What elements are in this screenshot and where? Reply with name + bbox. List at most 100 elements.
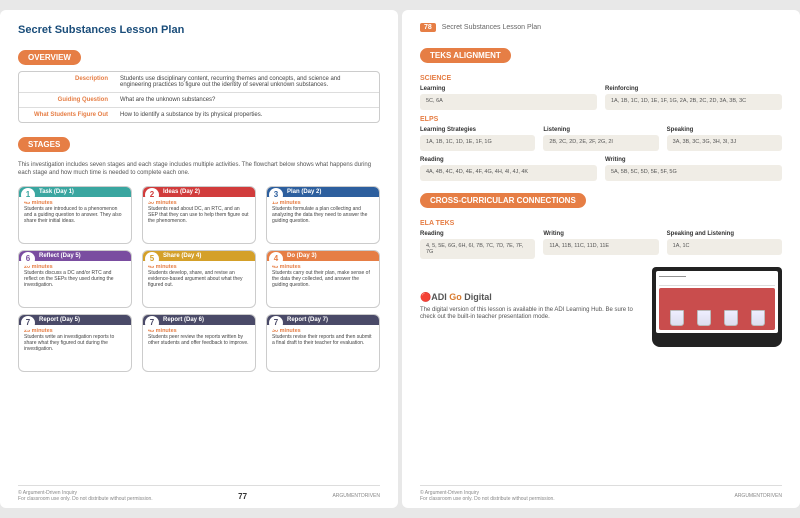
- page-number-left: 77: [238, 492, 247, 501]
- ela-label: ELA TEKS: [420, 220, 782, 227]
- teks-box: 5A, 5B, 5C, 5D, 5E, 5F, 5G: [605, 165, 782, 181]
- footer-right: © Argument-Driven Inquiry For classroom …: [420, 485, 782, 502]
- digital-section: 🔴ADI Go Digital The digital version of t…: [420, 267, 782, 347]
- stage-time: 45 minutes: [148, 328, 250, 335]
- stage-card: 3Plan (Day 2)15 minutesStudents formulat…: [266, 186, 380, 244]
- usage-note: For classroom use only. Do not distribut…: [420, 496, 555, 502]
- stage-body: 15 minutesStudents formulate a plan coll…: [267, 197, 379, 228]
- overview-row: What Students Figure OutHow to identify …: [19, 108, 379, 122]
- teks-banner: TEKS ALIGNMENT: [420, 48, 511, 63]
- brand-logo: ARGUMENTDRIVEN: [734, 493, 782, 499]
- stage-card: 6Reflect (Day 5)20 minutesStudents discu…: [18, 250, 132, 308]
- overview-row: Guiding QuestionWhat are the unknown sub…: [19, 93, 379, 108]
- teks-label: Learning: [420, 86, 597, 92]
- teks-box: 1A, 1B, 1C, 1D, 1E, 1F, 1G, 2A, 2B, 2C, …: [605, 94, 782, 110]
- teks-label: Speaking: [667, 127, 782, 133]
- teks-label: Learning Strategies: [420, 127, 535, 133]
- footer-left: © Argument-Driven Inquiry For classroom …: [18, 485, 380, 502]
- overview-banner: OVERVIEW: [18, 50, 81, 65]
- stage-number: 3: [269, 188, 283, 202]
- right-page: 78 Secret Substances Lesson Plan TEKS AL…: [402, 10, 800, 508]
- stage-header: 4Do (Day 3): [267, 251, 379, 261]
- stage-card: 2Ideas (Day 2)30 minutesStudents read ab…: [142, 186, 256, 244]
- stage-card: 7Report (Day 7)30 minutesStudents revise…: [266, 314, 380, 372]
- cups-image: [659, 288, 775, 330]
- teks-box: 2B, 2C, 2D, 2E, 2F, 2G, 2I: [543, 135, 658, 151]
- teks-row: Learning 5C, 6A Reinforcing 1A, 1B, 1C, 1D,…: [420, 86, 782, 110]
- stage-card: 4Do (Day 3)45 minutesStudents carry out …: [266, 250, 380, 308]
- stage-body: 45 minutesStudents are introduced to a p…: [19, 197, 131, 228]
- stage-header: 1Task (Day 1): [19, 187, 131, 197]
- overview-label: Guiding Question: [19, 93, 114, 107]
- overview-label: What Students Figure Out: [19, 108, 114, 122]
- digital-title: 🔴ADI Go Digital: [420, 292, 642, 304]
- stage-number: 4: [269, 252, 283, 266]
- stage-header: 2Ideas (Day 2): [143, 187, 255, 197]
- usage-note: For classroom use only. Do not distribut…: [18, 496, 153, 502]
- teks-label: Writing: [605, 157, 782, 163]
- stage-number: 5: [145, 252, 159, 266]
- stage-time: 30 minutes: [272, 328, 374, 335]
- teks-label: Writing: [543, 231, 658, 237]
- stage-number: 7: [269, 316, 283, 330]
- stage-number: 1: [21, 188, 35, 202]
- cup-icon: [724, 310, 738, 326]
- brand-logo: ARGUMENTDRIVEN: [332, 493, 380, 499]
- elps-label: ELPS: [420, 116, 782, 123]
- stage-body: 20 minutesStudents discuss a DC and/or R…: [19, 261, 131, 292]
- teks-col: Reading 4A, 4B, 4C, 4D, 4E, 4F, 4G, 4H, 4…: [420, 157, 597, 181]
- stage-number: 2: [145, 188, 159, 202]
- stage-card: 7Report (Day 5)25 minutesStudents write …: [18, 314, 132, 372]
- stage-time: 25 minutes: [24, 328, 126, 335]
- stage-header: 3Plan (Day 2): [267, 187, 379, 197]
- stage-card: 5Share (Day 4)45 minutesStudents develop…: [142, 250, 256, 308]
- stage-number: 6: [21, 252, 35, 266]
- teks-label: Reading: [420, 231, 535, 237]
- stage-header: 7Report (Day 6): [143, 315, 255, 325]
- teks-col: Learning 5C, 6A: [420, 86, 597, 110]
- left-page: Secret Substances Lesson Plan OVERVIEW D…: [0, 10, 398, 508]
- stage-body: 45 minutesStudents peer review the repor…: [143, 325, 255, 350]
- teks-col: Listening 2B, 2C, 2D, 2E, 2F, 2G, 2I: [543, 127, 658, 151]
- teks-box: 3A, 3B, 3C, 3G, 3H, 3I, 3J: [667, 135, 782, 151]
- teks-col: Writing 11A, 11B, 11C, 11D, 11E: [543, 231, 658, 259]
- overview-box: DescriptionStudents use disciplinary con…: [18, 71, 380, 123]
- stage-time: 15 minutes: [272, 200, 374, 207]
- stage-body: 45 minutesStudents carry out their plan,…: [267, 261, 379, 292]
- stage-card: 1Task (Day 1)45 minutesStudents are intr…: [18, 186, 132, 244]
- teks-box: 5C, 6A: [420, 94, 597, 110]
- stages-banner: STAGES: [18, 137, 70, 152]
- stage-card: 7Report (Day 6)45 minutesStudents peer r…: [142, 314, 256, 372]
- overview-value: What are the unknown substances?: [114, 93, 379, 107]
- digital-text: 🔴ADI Go Digital The digital version of t…: [420, 292, 642, 322]
- teks-box: 4A, 4B, 4C, 4D, 4E, 4F, 4G, 4H, 4I, 4J, …: [420, 165, 597, 181]
- cup-icon: [751, 310, 765, 326]
- page-label: Secret Substances Lesson Plan: [442, 24, 541, 31]
- page-num-badge: 78: [420, 23, 436, 32]
- stage-time: 30 minutes: [148, 200, 250, 207]
- overview-row: DescriptionStudents use disciplinary con…: [19, 72, 379, 93]
- teks-label: Speaking and Listening: [667, 231, 782, 237]
- cross-banner: CROSS-CURRICULAR CONNECTIONS: [420, 193, 586, 208]
- science-label: SCIENCE: [420, 75, 782, 82]
- stage-body: 30 minutesStudents revise their reports …: [267, 325, 379, 350]
- teks-label: Reading: [420, 157, 597, 163]
- teks-label: Listening: [543, 127, 658, 133]
- teks-label: Reinforcing: [605, 86, 782, 92]
- teks-box: 11A, 11B, 11C, 11D, 11E: [543, 239, 658, 255]
- teks-col: Reading4, 5, 5E, 6G, 6H, 6I, 7B, 7C, 7D,…: [420, 231, 535, 259]
- stage-body: 25 minutesStudents write an investigatio…: [19, 325, 131, 356]
- page-number-top: 78 Secret Substances Lesson Plan: [420, 24, 541, 31]
- teks-row: Reading 4A, 4B, 4C, 4D, 4E, 4F, 4G, 4H, 4…: [420, 157, 782, 181]
- teks-col: Speaking 3A, 3B, 3C, 3G, 3H, 3I, 3J: [667, 127, 782, 151]
- lesson-title: Secret Substances Lesson Plan: [18, 24, 380, 36]
- stage-grid: 1Task (Day 1)45 minutesStudents are intr…: [18, 186, 380, 372]
- stage-body: 30 minutesStudents read about DC, an RTC…: [143, 197, 255, 228]
- stage-header: 5Share (Day 4): [143, 251, 255, 261]
- stages-intro: This investigation includes seven stages…: [18, 162, 380, 178]
- teks-box: 1A, 1B, 1C, 1D, 1E, 1F, 1G: [420, 135, 535, 151]
- teks-box: 1A, 1C: [667, 239, 782, 255]
- stage-time: 20 minutes: [24, 264, 126, 271]
- stage-number: 7: [145, 316, 159, 330]
- stage-header: 6Reflect (Day 5): [19, 251, 131, 261]
